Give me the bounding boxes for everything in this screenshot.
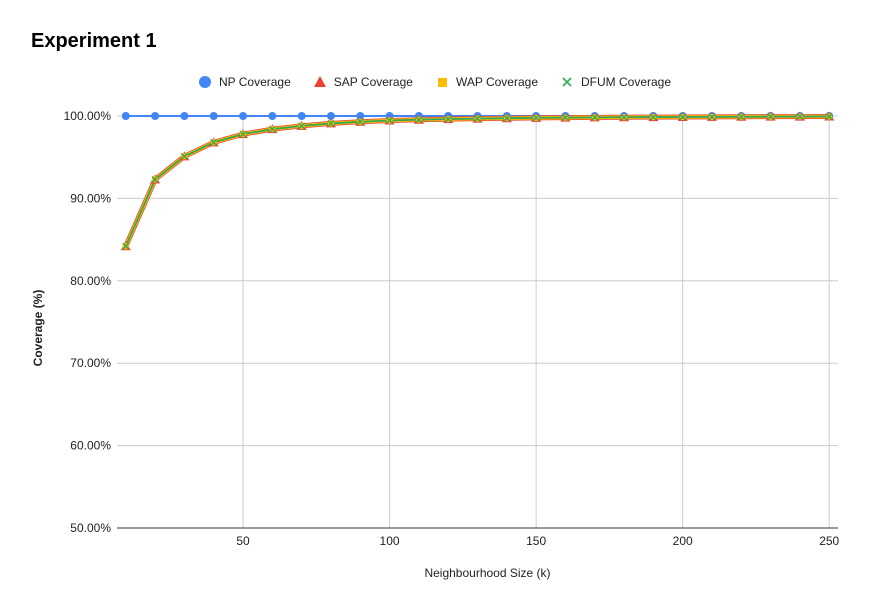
dfum-point — [796, 113, 804, 121]
dfum-point — [649, 113, 657, 121]
series-layer — [120, 111, 835, 251]
y-tick-label: 100.00% — [64, 109, 112, 123]
legend-item-wap[interactable]: WAP Coverage — [435, 75, 538, 89]
dfum-point — [503, 114, 511, 122]
dfum-point — [444, 115, 452, 123]
y-tick-label: 90.00% — [70, 191, 111, 205]
np-point — [121, 112, 130, 120]
dfum-point — [327, 119, 335, 127]
np-point — [297, 112, 306, 120]
x-tick-label: 150 — [526, 534, 546, 548]
tick-labels: 50.00% 60.00% 70.00% 80.00% 90.00% 100.00% 50 1… — [64, 109, 840, 548]
dfum-point — [122, 242, 130, 250]
legend-label-sap: SAP Coverage — [333, 75, 413, 89]
np-point — [239, 112, 248, 120]
y-tick-label: 80.00% — [70, 274, 111, 288]
legend-label-np: NP Coverage — [218, 75, 291, 89]
np-point — [326, 112, 335, 120]
dfum-point — [591, 113, 599, 121]
dfum-point — [386, 117, 394, 125]
dfum-point — [767, 113, 775, 121]
series-line-2 — [124, 114, 831, 248]
dfum-point — [356, 118, 364, 126]
triangle-marker-icon — [313, 75, 327, 89]
legend-item-dfum[interactable]: DFUM Coverage — [560, 75, 671, 89]
dfum-point — [825, 112, 833, 120]
grid — [117, 115, 838, 529]
x-tick-label: 200 — [673, 534, 693, 548]
np-point — [209, 112, 218, 120]
square-marker-icon — [435, 75, 449, 89]
dfum-point — [679, 113, 687, 121]
dfum-point — [620, 113, 628, 121]
x-tick-label: 250 — [819, 534, 839, 548]
x-tick-label: 50 — [236, 534, 250, 548]
dfum-point — [415, 116, 423, 124]
legend-label-wap: WAP Coverage — [455, 75, 538, 89]
legend: NP Coverage SAP Coverage WAP Coverage DF… — [0, 72, 869, 92]
dfum-point — [268, 125, 276, 133]
np-point — [356, 112, 365, 120]
dfum-point — [180, 152, 188, 160]
dfum-point — [298, 122, 306, 130]
y-tick-label: 50.00% — [70, 521, 111, 535]
y-tick-label: 70.00% — [70, 356, 111, 370]
legend-item-np[interactable]: NP Coverage — [198, 75, 291, 89]
legend-label-dfum: DFUM Coverage — [581, 75, 672, 89]
dfum-point — [474, 115, 481, 123]
x-tick-label: 100 — [380, 534, 400, 548]
legend-item-sap[interactable]: SAP Coverage — [313, 75, 413, 89]
x-axis-title: Neighbourhood Size (k) — [424, 566, 550, 580]
dfum-point — [239, 130, 247, 138]
dfum-point — [708, 113, 716, 121]
chart-title: Experiment 1 — [31, 30, 157, 52]
dfum-point — [151, 175, 159, 183]
cross-marker-icon — [560, 75, 574, 89]
dfum-point — [561, 114, 569, 122]
np-point — [268, 112, 277, 120]
dfum-point — [737, 113, 745, 121]
y-tick-label: 60.00% — [70, 439, 111, 453]
np-point — [180, 112, 189, 120]
y-axis-title: Coverage (%) — [31, 290, 45, 367]
np-point — [151, 112, 160, 120]
circle-marker-icon — [198, 75, 212, 89]
dfum-point — [210, 138, 218, 146]
dfum-point — [532, 114, 540, 122]
